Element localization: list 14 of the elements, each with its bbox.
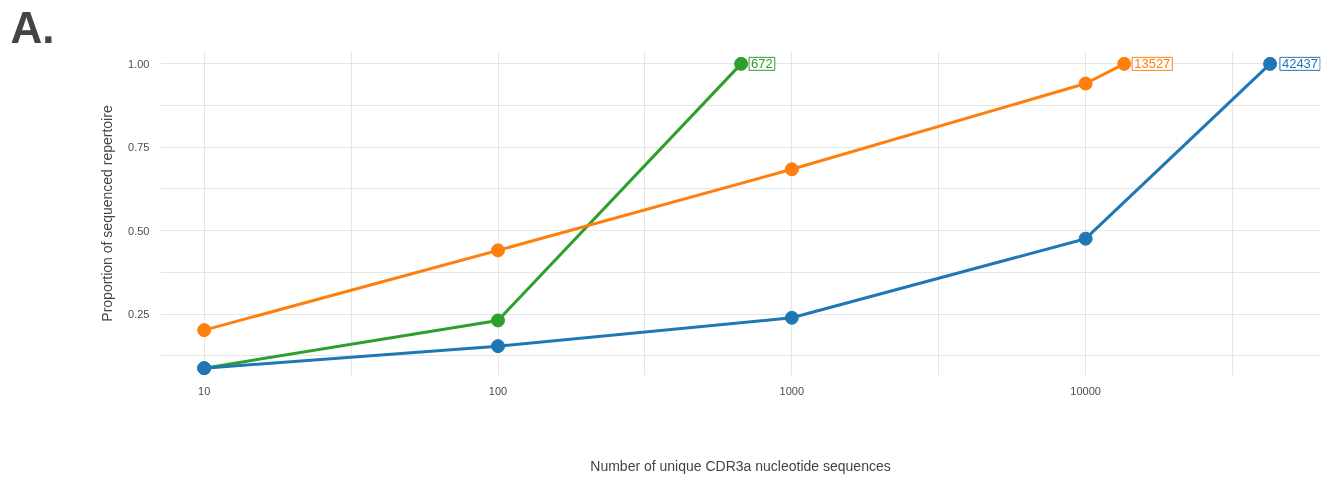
x-tick-label: 1000 [779, 384, 805, 397]
x-axis-title: Number of unique CDR3a nucleotide sequences [590, 457, 891, 474]
y-tick-label: 1.00 [128, 57, 150, 70]
x-tick-label: 10000 [1070, 384, 1101, 397]
y-tick-label: 0.50 [128, 224, 150, 237]
y-tick-label: 0.75 [128, 141, 150, 154]
y-axis-title: Proportion of sequenced repertoire [99, 105, 116, 322]
y-tick-label: 0.25 [128, 308, 150, 321]
annotation: 672 [751, 56, 773, 72]
text: A. [10, 2, 55, 52]
x-tick-label: 100 [488, 384, 508, 397]
annotation: 13527 [1134, 56, 1171, 72]
annotation: 42437 [1281, 56, 1319, 72]
x-tick-label: 10 [198, 384, 211, 397]
